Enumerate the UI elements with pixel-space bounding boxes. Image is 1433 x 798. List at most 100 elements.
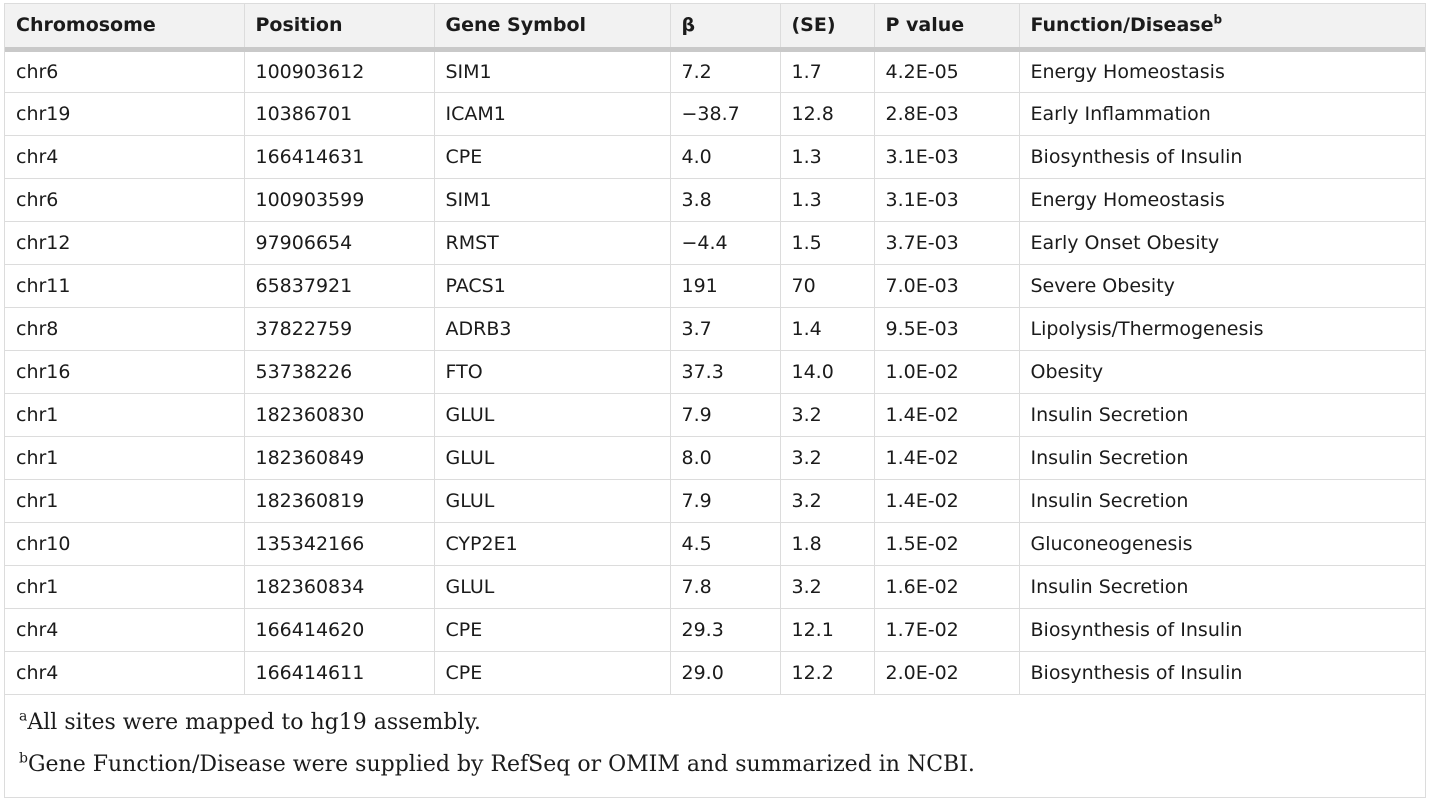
header-function-disease: Function/Diseaseb [1019, 4, 1425, 52]
cell-chromosome: chr4 [5, 651, 245, 695]
footnote-marker: b [19, 750, 28, 767]
cell-p-value: 1.4E-02 [874, 479, 1020, 523]
cell-beta: 191 [670, 264, 781, 308]
cell-function-disease: Insulin Secretion [1019, 565, 1425, 609]
cell-se: 12.2 [780, 651, 875, 695]
header-position: Position [244, 4, 435, 52]
table-row: chr6 100903599 SIM1 3.8 1.3 3.1E-03 Ener… [5, 178, 1425, 222]
cell-gene-symbol: GLUL [434, 436, 671, 480]
table-row: chr4 166414631 CPE 4.0 1.3 3.1E-03 Biosy… [5, 135, 1425, 179]
cell-p-value: 3.1E-03 [874, 178, 1020, 222]
cell-chromosome: chr8 [5, 307, 245, 351]
cell-p-value: 4.2E-05 [874, 49, 1020, 93]
cell-beta: 7.2 [670, 49, 781, 93]
data-table-container: Chromosome Position Gene Symbol β (SE) P… [4, 3, 1426, 798]
table-row: chr6 100903612 SIM1 7.2 1.7 4.2E-05 Ener… [5, 49, 1425, 93]
header-chromosome: Chromosome [5, 4, 245, 52]
cell-function-disease: Insulin Secretion [1019, 436, 1425, 480]
cell-gene-symbol: ICAM1 [434, 92, 671, 136]
cell-position: 166414620 [244, 608, 435, 652]
cell-position: 166414631 [244, 135, 435, 179]
table-row: chr10 135342166 CYP2E1 4.5 1.8 1.5E-02 G… [5, 522, 1425, 566]
table-row: chr1 182360849 GLUL 8.0 3.2 1.4E-02 Insu… [5, 436, 1425, 480]
cell-function-disease: Lipolysis/Thermogenesis [1019, 307, 1425, 351]
table-row: chr1 182360819 GLUL 7.9 3.2 1.4E-02 Insu… [5, 479, 1425, 523]
cell-beta: 37.3 [670, 350, 781, 394]
table-header: Chromosome Position Gene Symbol β (SE) P… [5, 4, 1425, 52]
footnote-marker-b: b [1213, 12, 1223, 27]
cell-gene-symbol: SIM1 [434, 178, 671, 222]
cell-position: 10386701 [244, 92, 435, 136]
cell-p-value: 1.6E-02 [874, 565, 1020, 609]
cell-gene-symbol: GLUL [434, 565, 671, 609]
table-row: chr1 182360834 GLUL 7.8 3.2 1.6E-02 Insu… [5, 565, 1425, 609]
cell-se: 3.2 [780, 479, 875, 523]
cell-se: 1.5 [780, 221, 875, 265]
cell-function-disease: Biosynthesis of Insulin [1019, 608, 1425, 652]
cell-position: 37822759 [244, 307, 435, 351]
cell-se: 14.0 [780, 350, 875, 394]
cell-function-disease: Obesity [1019, 350, 1425, 394]
cell-p-value: 1.4E-02 [874, 393, 1020, 437]
footnote-text: Gene Function/Disease were supplied by R… [27, 752, 975, 777]
cell-p-value: 3.7E-03 [874, 221, 1020, 265]
cell-position: 97906654 [244, 221, 435, 265]
cell-gene-symbol: CYP2E1 [434, 522, 671, 566]
cell-chromosome: chr4 [5, 608, 245, 652]
cell-p-value: 3.1E-03 [874, 135, 1020, 179]
cell-beta: 29.0 [670, 651, 781, 695]
cell-beta: −4.4 [670, 221, 781, 265]
cell-gene-symbol: RMST [434, 221, 671, 265]
cell-gene-symbol: PACS1 [434, 264, 671, 308]
cell-beta: 7.9 [670, 393, 781, 437]
cell-position: 53738226 [244, 350, 435, 394]
cell-position: 182360834 [244, 565, 435, 609]
footnote-marker: a [19, 708, 28, 725]
cell-position: 182360819 [244, 479, 435, 523]
cell-p-value: 1.4E-02 [874, 436, 1020, 480]
cell-se: 1.8 [780, 522, 875, 566]
cell-chromosome: chr4 [5, 135, 245, 179]
cell-se: 12.1 [780, 608, 875, 652]
header-beta: β [670, 4, 781, 52]
cell-gene-symbol: GLUL [434, 479, 671, 523]
cell-position: 182360830 [244, 393, 435, 437]
cell-p-value: 9.5E-03 [874, 307, 1020, 351]
cell-gene-symbol: FTO [434, 350, 671, 394]
cell-position: 65837921 [244, 264, 435, 308]
cell-function-disease: Early Onset Obesity [1019, 221, 1425, 265]
table-row: chr1 182360830 GLUL 7.9 3.2 1.4E-02 Insu… [5, 393, 1425, 437]
cell-se: 1.4 [780, 307, 875, 351]
cell-chromosome: chr1 [5, 436, 245, 480]
table-body: chr6 100903612 SIM1 7.2 1.7 4.2E-05 Ener… [5, 49, 1425, 695]
footnote-a: aAll sites were mapped to hg19 assembly. [5, 702, 1425, 744]
cell-gene-symbol: CPE [434, 608, 671, 652]
cell-gene-symbol: GLUL [434, 393, 671, 437]
cell-se: 1.3 [780, 135, 875, 179]
cell-position: 100903612 [244, 49, 435, 93]
cell-function-disease: Energy Homeostasis [1019, 178, 1425, 222]
header-p-value: P value [874, 4, 1020, 52]
cell-chromosome: chr19 [5, 92, 245, 136]
cell-function-disease: Insulin Secretion [1019, 393, 1425, 437]
cell-se: 1.7 [780, 49, 875, 93]
cell-function-disease: Energy Homeostasis [1019, 49, 1425, 93]
cell-gene-symbol: SIM1 [434, 49, 671, 93]
cell-se: 70 [780, 264, 875, 308]
cell-chromosome: chr10 [5, 522, 245, 566]
cell-gene-symbol: CPE [434, 651, 671, 695]
footnote-b: bGene Function/Disease were supplied by … [5, 744, 1425, 786]
table-row: chr4 166414620 CPE 29.3 12.1 1.7E-02 Bio… [5, 608, 1425, 652]
cell-position: 100903599 [244, 178, 435, 222]
cell-gene-symbol: CPE [434, 135, 671, 179]
cell-se: 1.3 [780, 178, 875, 222]
header-function-disease-label: Function/Disease [1030, 14, 1214, 37]
cell-function-disease: Gluconeogenesis [1019, 522, 1425, 566]
cell-function-disease: Biosynthesis of Insulin [1019, 135, 1425, 179]
cell-beta: 4.5 [670, 522, 781, 566]
cell-beta: 8.0 [670, 436, 781, 480]
cell-beta: 7.8 [670, 565, 781, 609]
cell-chromosome: chr16 [5, 350, 245, 394]
cell-p-value: 7.0E-03 [874, 264, 1020, 308]
table-row: chr19 10386701 ICAM1 −38.7 12.8 2.8E-03 … [5, 92, 1425, 136]
